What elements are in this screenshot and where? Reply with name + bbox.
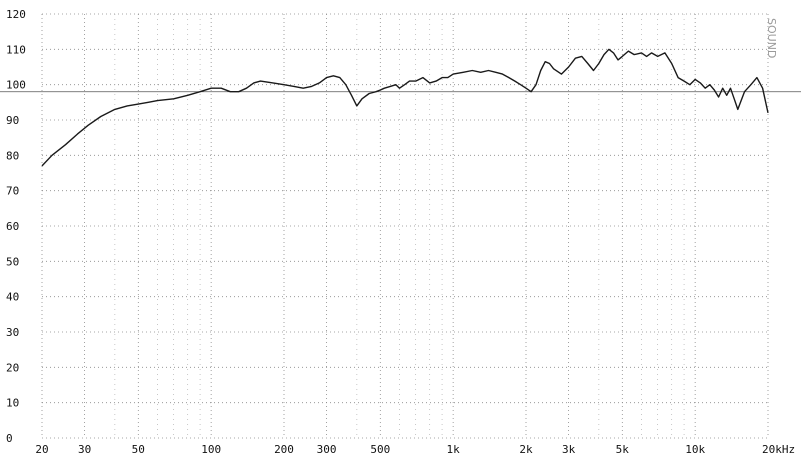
y-tick-label: 120 [6, 8, 26, 21]
x-tick-label: 10k [685, 443, 705, 455]
x-tick-label: 20kHz [762, 443, 795, 455]
y-tick-label: 80 [6, 149, 19, 162]
x-tick-label: 100 [201, 443, 221, 455]
x-tick-label: 5k [616, 443, 630, 455]
y-tick-label: 60 [6, 220, 19, 233]
x-tick-label: 300 [317, 443, 337, 455]
x-tick-label: 50 [132, 443, 145, 455]
y-tick-label: 100 [6, 79, 26, 92]
x-axis-ticks: 20 30 50 100 200 300 500 1k 2k 3k 5k 10k 20kHz [35, 443, 795, 455]
x-tick-label: 30 [78, 443, 91, 455]
y-tick-label: 90 [6, 114, 19, 127]
y-tick-label: 50 [6, 255, 19, 268]
y-tick-label: 20 [6, 361, 19, 374]
watermark-stamp: SOUND [765, 18, 778, 58]
y-tick-label: 40 [6, 291, 19, 304]
y-tick-label: 110 [6, 43, 26, 56]
y-tick-label: 0 [6, 432, 13, 445]
y-tick-label: 10 [6, 397, 19, 410]
y-axis-ticks: 0 10 20 30 40 50 60 70 80 90 100 110 120 [6, 8, 26, 445]
response-curve [41, 48, 769, 167]
y-tick-label: 30 [6, 326, 19, 339]
x-tick-label: 3k [562, 443, 576, 455]
x-tick-label: 1k [447, 443, 461, 455]
x-tick-label: 200 [274, 443, 294, 455]
x-tick-label: 2k [519, 443, 533, 455]
y-tick-label: 70 [6, 185, 19, 198]
x-tick-label: 500 [370, 443, 390, 455]
x-tick-label: 20 [35, 443, 48, 455]
grid [41, 13, 769, 439]
